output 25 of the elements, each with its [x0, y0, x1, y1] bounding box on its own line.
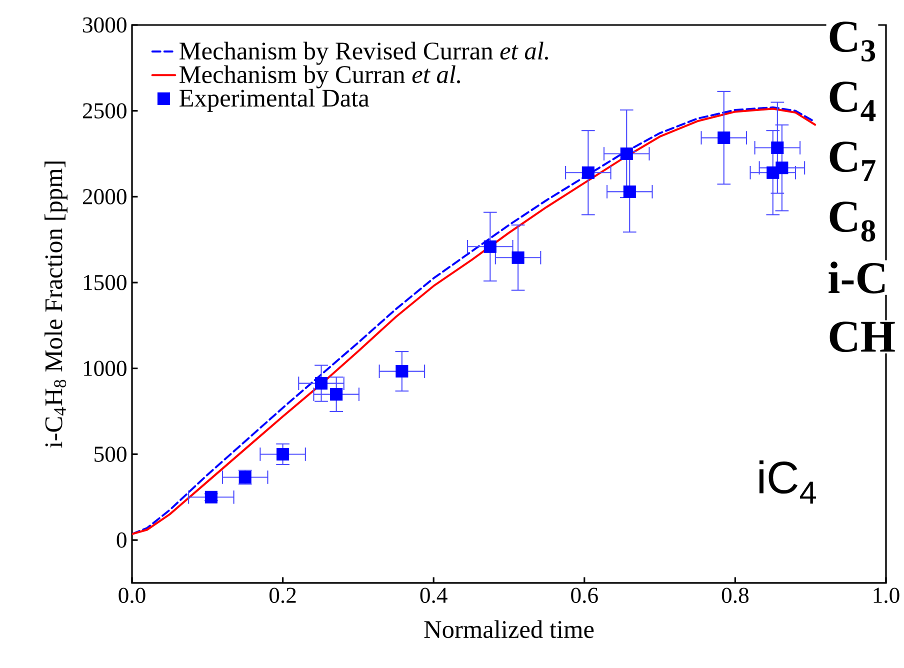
- legend-label: Mechanism by Revised Curran et al.: [180, 42, 548, 65]
- y-tick-label: 500: [94, 446, 126, 462]
- legend-label: Experimental Data: [180, 88, 370, 112]
- y-tick-label: 3000: [83, 17, 126, 33]
- x-tick-label: 0.8: [722, 588, 749, 604]
- y-tick-label: 0: [116, 532, 126, 548]
- x-tick-label: 1.0: [874, 588, 900, 604]
- y-tick-label: 1500: [84, 274, 126, 290]
- annotation: C$_{7}$: [830, 142, 876, 181]
- y-axis-title: i-C$_{4}$H$_{8}$ Mole Fraction [ppm]: [44, 162, 68, 448]
- x-tick-label: 0.0: [118, 588, 146, 604]
- annotation: C$_{8}$: [830, 202, 876, 242]
- y-tick-label: 2500: [82, 103, 126, 118]
- annotation: CH: [830, 322, 895, 352]
- legend-label: Mechanism by Curran et al.: [180, 65, 460, 88]
- annotation: iC$_{4}$: [759, 460, 816, 504]
- x-tick-label: 0.4: [420, 588, 448, 604]
- x-tick-label: 0.6: [571, 588, 598, 604]
- x-axis-title: Normalized time: [424, 620, 594, 638]
- annotation: i-C: [828, 262, 885, 294]
- annotation: C$_{4}$: [830, 82, 876, 122]
- annotation: C$_{3}$: [830, 22, 876, 62]
- y-tick-label: 2000: [82, 189, 126, 204]
- x-tick-label: 0.2: [269, 588, 296, 604]
- y-tick-label: 1000: [84, 360, 126, 376]
